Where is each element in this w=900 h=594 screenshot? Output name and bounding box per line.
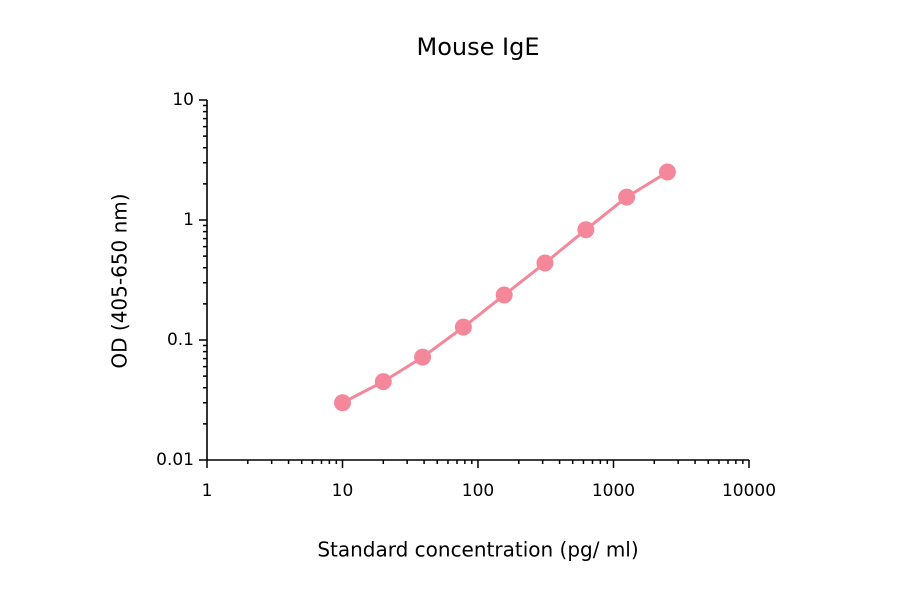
data-point: [658, 163, 676, 181]
x-axis-label: Standard concentration (pg/ ml): [317, 538, 638, 562]
y-axis-label: OD (405-650 nm): [108, 193, 132, 368]
chart-title: Mouse IgE: [417, 33, 540, 61]
data-point: [374, 373, 392, 391]
y-tick-label: 10: [172, 90, 194, 110]
x-tick-label: 10000: [722, 481, 776, 501]
x-tick-label: 100: [462, 481, 494, 501]
x-tick-label: 1000: [592, 481, 635, 501]
data-point: [618, 188, 636, 206]
data-point: [495, 286, 513, 304]
data-point: [536, 254, 554, 272]
x-tick-label: 1: [202, 481, 213, 501]
x-tick-label: 10: [332, 481, 354, 501]
data-point: [414, 348, 432, 366]
data-point: [577, 221, 595, 239]
y-tick-label: 1: [183, 210, 194, 230]
y-tick-label: 0.01: [156, 450, 194, 470]
y-tick-label: 0.1: [167, 330, 194, 350]
data-point: [334, 394, 351, 412]
data-point: [454, 318, 472, 336]
